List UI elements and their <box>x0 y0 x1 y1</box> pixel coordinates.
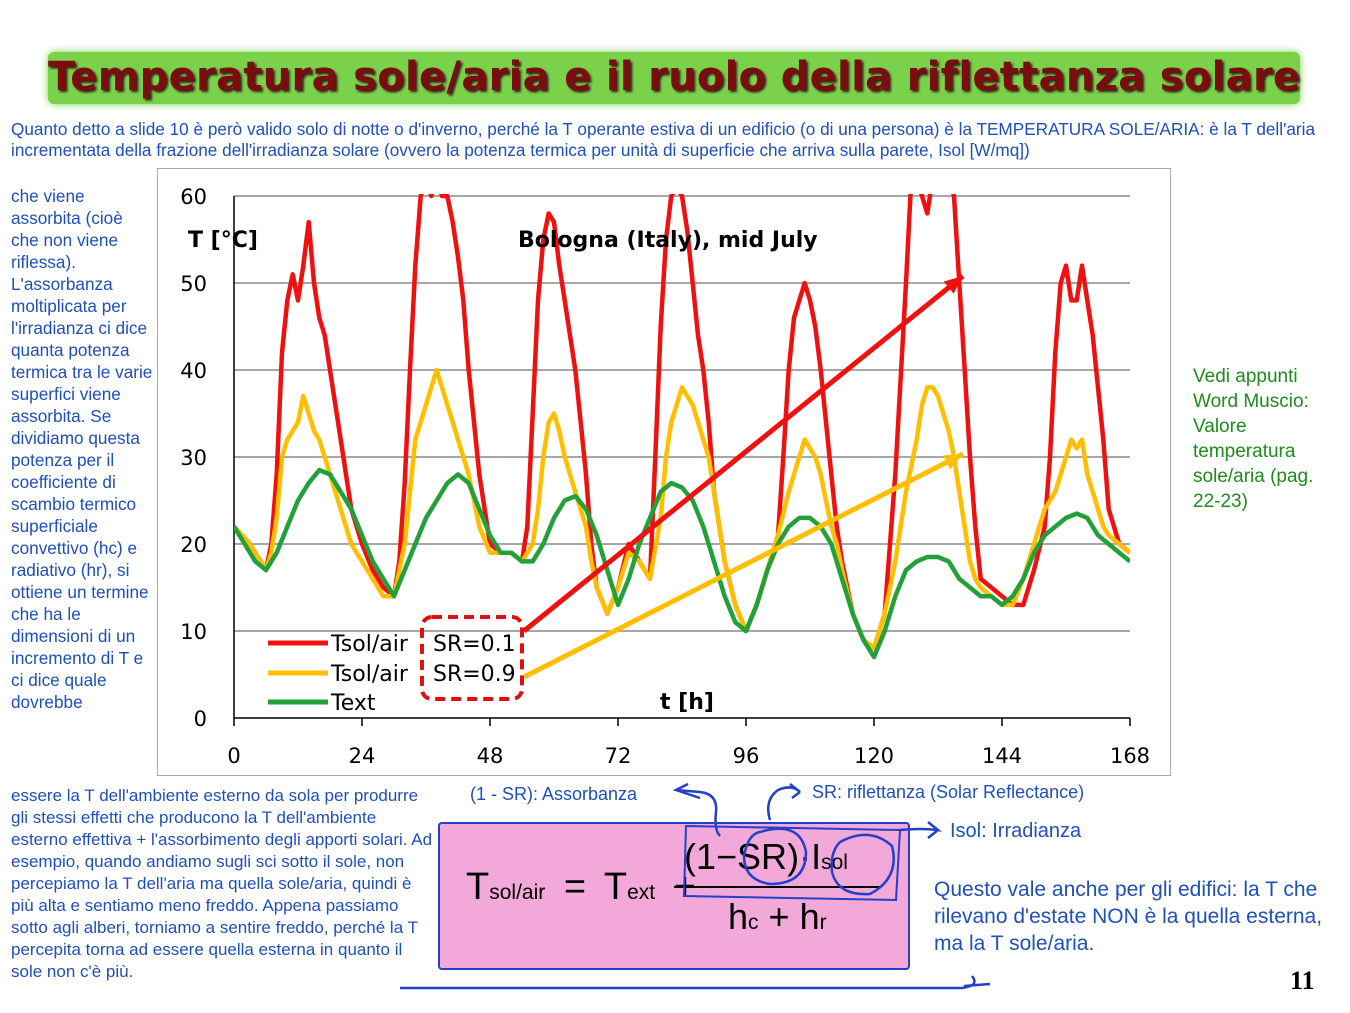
formula-h1-sub: c <box>748 911 759 934</box>
bottom-text: essere la T dell'ambiente esterno da sol… <box>11 786 433 981</box>
arrow-to-sr09-curve <box>522 451 965 680</box>
formula-paren-open: (1 <box>684 836 717 877</box>
ink-circle-sr <box>742 827 808 886</box>
legend-entry-sr09-sr: SR=0.9 <box>433 662 516 687</box>
arrow-to-sr09-curve-head <box>943 454 963 470</box>
formula-lhs: Tsol/air = Text + <box>466 866 696 909</box>
series-line-sr09 <box>234 367 1130 651</box>
formula-den-plus: + <box>768 896 790 937</box>
y-tick-label: 10 <box>180 620 207 644</box>
chart-container: 0 10 20 30 40 50 60 0 24 48 72 96 120 144 168 Tsol/air… <box>157 168 1171 776</box>
sr-highlight-box <box>420 615 524 701</box>
formula-h2: h <box>799 896 820 937</box>
formula-lhs-sub: sol/air <box>489 881 546 904</box>
y-tick-label: 30 <box>180 446 207 470</box>
x-tick-label: 168 <box>1110 744 1150 768</box>
left-column-text: che viene assorbita (cioè che non viene … <box>11 186 153 712</box>
x-tick-label: 24 <box>349 744 376 768</box>
ink-arrow-bottom <box>400 975 991 990</box>
formula-box <box>438 822 910 970</box>
ink-arrow-reflectance <box>767 783 801 821</box>
formula-denominator: hc + hr <box>728 896 827 938</box>
formula-paren-close: ) <box>787 836 800 877</box>
conclusion-text: Questo vale anche per gli edifici: la T … <box>934 878 1323 955</box>
formula-i: I <box>811 836 822 877</box>
y-tick-label: 20 <box>180 533 207 557</box>
ink-arrow-absorbance <box>672 782 721 837</box>
arrow-to-sr01-curve-head <box>943 276 963 294</box>
formula-t-symbol: T <box>466 866 490 908</box>
arrow-to-sr01-curve <box>522 274 965 633</box>
formula-h2-sub: r <box>819 911 827 934</box>
x-tick-label: 48 <box>477 744 504 768</box>
y-axis-title: T [°C] <box>188 228 258 253</box>
formula-i-sub: sol <box>821 851 848 874</box>
legend-entry-sr01-label: Tsol/air <box>330 632 409 657</box>
legend-entry-text-label: Text <box>330 691 376 716</box>
title-bar: Temperatura sole/aria e il ruolo della r… <box>48 52 1300 104</box>
formula-text-symbol: T <box>603 866 628 908</box>
solair-formula: Tsol/air = Text + (1−SR)·Isol hc + hr <box>466 834 886 954</box>
formula-numerator: (1−SR)·Isol <box>684 836 848 878</box>
page-number: 11 <box>1290 966 1315 995</box>
y-tick-label: 0 <box>194 707 207 731</box>
intro-text: Quanto detto a slide 10 è però valido so… <box>11 119 1316 160</box>
y-tick-label: 50 <box>180 272 207 296</box>
x-tick-label: 0 <box>227 744 240 768</box>
formula-sr: SR <box>737 836 788 877</box>
absorbance-annotation: (1 - SR): Assorbanza <box>470 784 638 804</box>
formula-minus: − <box>716 836 738 877</box>
x-tick-label: 144 <box>982 744 1022 768</box>
y-tick-label: 60 <box>180 185 207 209</box>
ink-arrow-irradiance <box>899 821 943 839</box>
formula-equals: = <box>563 866 587 908</box>
x-axis-title: t [h] <box>660 690 714 715</box>
irradiance-annotation: Isol: Irradianza <box>950 820 1082 842</box>
side-note: Vedi appunti Word Muscio: Valore tempera… <box>1193 366 1314 512</box>
reflectance-annotation: SR: riflettanza (Solar Reflectance) <box>812 782 1085 802</box>
ink-box-numerator <box>682 824 902 902</box>
y-tick-label: 40 <box>180 359 207 383</box>
series-line-text <box>234 467 1130 660</box>
formula-h1: h <box>728 896 749 937</box>
temperature-chart: 0 10 20 30 40 50 60 0 24 48 72 96 120 144 168 Tsol/air… <box>180 185 1150 768</box>
fraction-line <box>674 886 880 888</box>
page-title: Temperatura sole/aria e il ruolo della r… <box>48 54 1301 100</box>
ink-circle-isol <box>830 833 895 896</box>
formula-text-sub: ext <box>627 881 656 904</box>
x-tick-label: 96 <box>733 744 760 768</box>
x-tick-label: 72 <box>605 744 632 768</box>
chart-title: Bologna (Italy), mid July <box>518 228 818 253</box>
legend-entry-sr01-sr: SR=0.1 <box>433 632 516 657</box>
x-tick-label: 120 <box>854 744 894 768</box>
legend-entry-sr09-label: Tsol/air <box>330 662 409 687</box>
